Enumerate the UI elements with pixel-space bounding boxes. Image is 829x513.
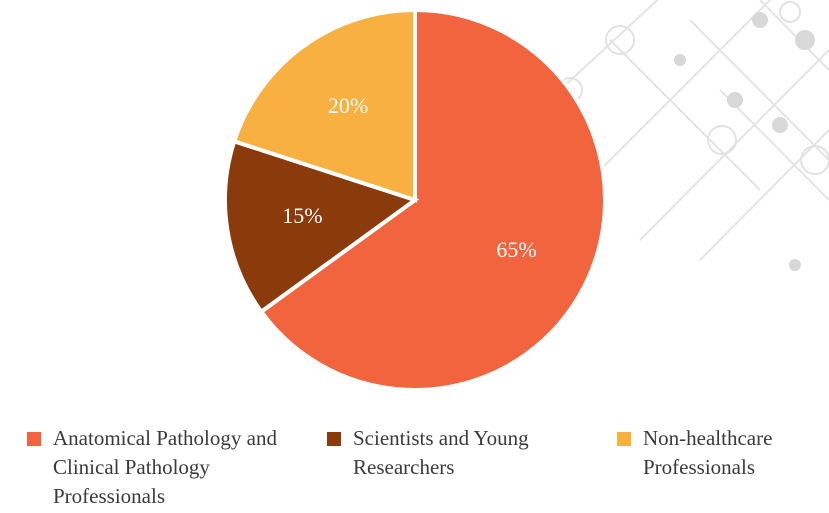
page: 65% 15% 20% Anatomical Pathology and Clini…: [0, 0, 829, 513]
legend-label: Anatomical Pathology and Clinical Pathol…: [53, 424, 297, 511]
data-label: 65%: [496, 237, 536, 262]
legend-item: Anatomical Pathology and Clinical Pathol…: [27, 424, 297, 511]
data-label: 15%: [282, 203, 322, 228]
legend-label: Non-healthcare Professionals: [643, 424, 817, 482]
legend-item: Scientists and Young Researchers: [327, 424, 577, 482]
legend-label: Scientists and Young Researchers: [353, 424, 577, 482]
legend-item: Non-healthcare Professionals: [617, 424, 817, 482]
chart: 65% 15% 20%: [0, 0, 829, 424]
legend-swatch: [27, 432, 41, 446]
legend: Anatomical Pathology and Clinical Pathol…: [0, 424, 829, 513]
legend-swatch: [327, 432, 341, 446]
data-label: 20%: [328, 93, 368, 118]
legend-swatch: [617, 432, 631, 446]
pie: 65% 15% 20%: [225, 10, 605, 390]
